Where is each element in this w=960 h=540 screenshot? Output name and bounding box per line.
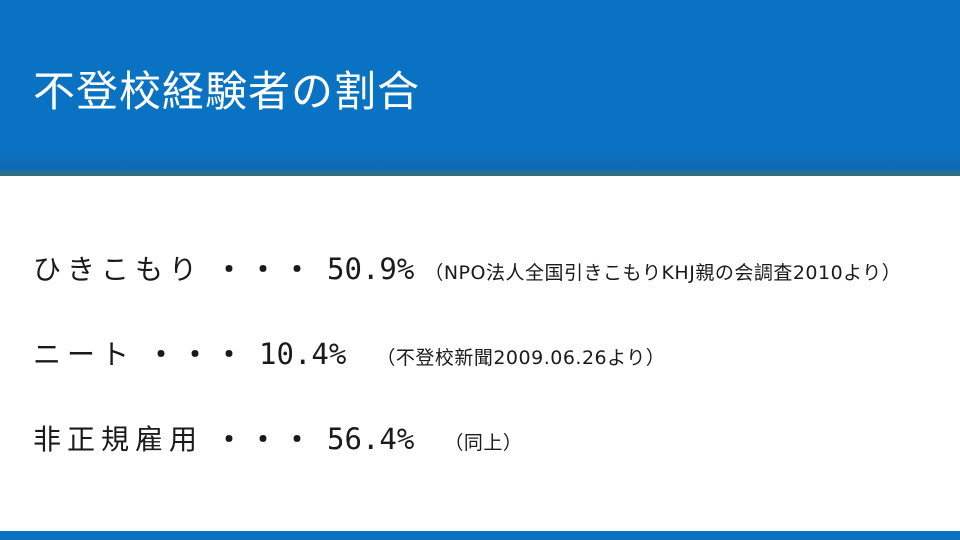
stat-source: （NPO法人全国引きこもりKHJ親の会調査2010より） [424,262,902,284]
stat-source: （同上） [444,432,523,454]
stat-label: ニート [33,338,136,371]
footer-band [0,531,960,540]
stat-value: 56.4% [327,422,415,456]
stat-value: 50.9% [327,252,415,286]
stat-row-neet: ニート ・・・ 10.4% （不登校新聞2009.06.26より） [33,333,960,371]
dots-separator: ・・・ [215,423,318,456]
dots-separator: ・・・ [215,253,318,286]
stat-label: 非正規雇用 [33,423,204,456]
slide-title: 不登校経験者の割合 [33,67,421,116]
stat-row-hikikomori: ひきこもり ・・・ 50.9% （NPO法人全国引きこもりKHJ親の会調査201… [33,248,960,286]
stats-list: ひきこもり ・・・ 50.9% （NPO法人全国引きこもりKHJ親の会調査201… [0,176,960,503]
stat-source: （不登校新聞2009.06.26より） [376,347,666,369]
stat-label: ひきこもり [33,253,204,286]
stat-row-hiseiki-koyou: 非正規雇用 ・・・ 56.4% （同上） [33,418,960,456]
stat-value: 10.4% [259,337,347,371]
dots-separator: ・・・ [147,338,250,371]
header-band: 不登校経験者の割合 [0,0,960,176]
